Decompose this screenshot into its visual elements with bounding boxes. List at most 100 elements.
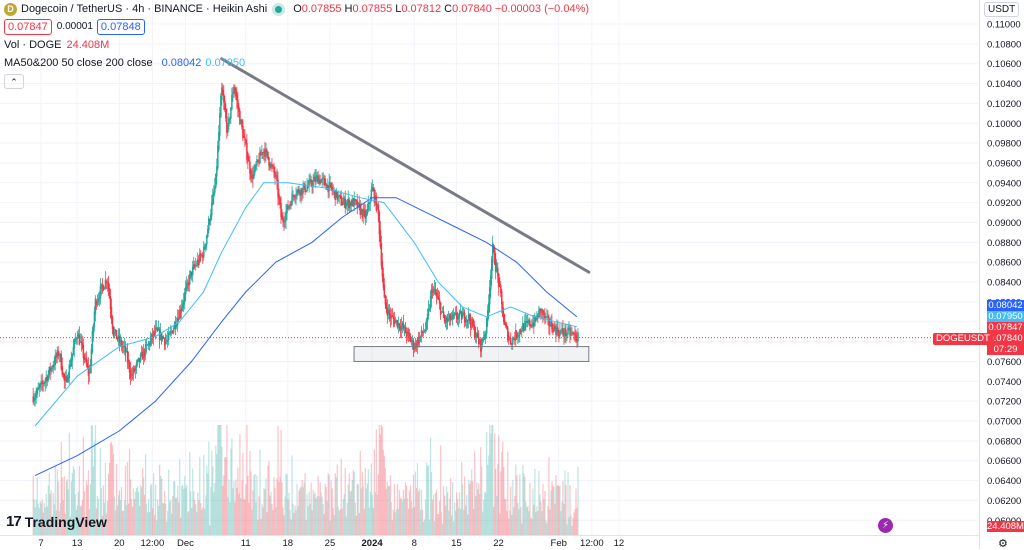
candle-body [345,205,348,207]
volume-bar [143,494,146,535]
candle-body [429,296,432,309]
candle-body [382,273,385,288]
volume-bar [179,459,181,535]
candle-body [150,333,153,341]
volume-bar [552,485,554,535]
candle-body [227,125,229,130]
volume-bar [342,499,344,535]
volume-bar [50,490,52,535]
volume-bar [291,455,293,535]
volume-bar [262,507,264,535]
candle-body [404,326,407,334]
volume-bar [355,515,357,535]
candle-body [118,336,121,343]
volume-bar [550,490,552,535]
volume-bar [112,453,115,535]
candle-body [516,332,518,338]
volume-bar [540,501,542,535]
candle-body [270,164,272,168]
currency-selector[interactable]: USDT [984,2,1020,17]
volume-bar [314,492,316,535]
candle-body [263,149,265,154]
candle-body [405,331,408,337]
collapse-legend-button[interactable]: ⌃ [4,74,24,89]
candle-body [520,330,522,332]
candle-body [174,323,177,328]
volume-bar [551,481,553,535]
candle-body [576,339,578,342]
candle-body [207,229,209,238]
candle-body [472,325,475,327]
volume-bar [124,465,127,535]
volume-bar [271,504,273,535]
volume-bar [165,503,167,535]
candle-body [378,212,381,235]
volume-bar [51,515,53,535]
volume-bar [361,472,363,535]
candle-body [144,344,147,355]
candle-body [316,175,318,178]
volume-bar [232,488,234,535]
volume-bar [202,507,204,535]
volume-bar [300,486,302,535]
candle-body [205,243,207,248]
candle-body [370,189,373,201]
candle-body [103,287,106,290]
volume-bar [514,495,516,535]
candle-body [46,377,49,382]
volume-bar [547,506,549,535]
candle-body [507,327,509,341]
candle-body [83,355,86,360]
volume-bar [252,490,254,535]
candle-body [397,322,400,327]
candle-body [483,334,486,339]
price-tick-label: 0.06600 [987,456,1021,467]
candle-body [286,204,288,214]
candle-body [65,375,68,381]
price-tick-label: 0.06200 [987,496,1021,507]
candle-body [113,331,116,335]
volume-bar [505,498,507,535]
candle-body [215,173,217,188]
volume-bar [415,487,418,535]
candle-body [314,177,316,183]
volume-bar [446,492,449,535]
volume-bar [468,479,470,535]
candle-body [57,351,60,357]
ma-legend[interactable]: MA50&200 50 close 200 close 0.08042 0.07… [4,54,589,72]
volume-bar [536,506,538,535]
tradingview-logo[interactable]: 17 TradingView [6,513,107,530]
candle-body [553,325,555,332]
buy-price-button[interactable]: 0.07848 [96,19,145,35]
candle-body [262,152,264,154]
volume-bar [438,501,441,535]
volume-bar [319,482,321,535]
candle-body [116,337,119,340]
volume-bar [310,482,312,535]
candle-body [356,200,359,209]
volume-legend[interactable]: Vol · DOGE 24.408M [4,36,589,54]
candle-body [523,324,525,331]
settings-gear-icon[interactable]: ⚙ [998,538,1008,550]
candle-body [422,332,425,333]
volume-bar [238,493,240,535]
candle-body [351,198,354,206]
candle-body [318,178,320,183]
price-tick-label: 0.10200 [987,99,1021,110]
volume-bar [276,478,278,535]
sell-price-button[interactable]: 0.07847 [4,19,52,35]
candle-body [100,283,103,289]
volume-value: 24.408M [66,39,110,51]
volume-bar [228,479,230,535]
flash-icon[interactable]: ⚡ [878,518,893,533]
volume-bar [258,496,260,535]
symbol-title[interactable]: Dogecoin / TetherUS · 4h · BINANCE · Hei… [21,3,268,15]
price-tick-label: 0.10000 [987,119,1021,130]
volume-bar [518,509,520,535]
volume-bar [142,477,145,535]
candle-body [253,170,255,179]
candle-body [268,157,270,166]
volume-bar [97,498,100,535]
candle-body [439,302,442,315]
